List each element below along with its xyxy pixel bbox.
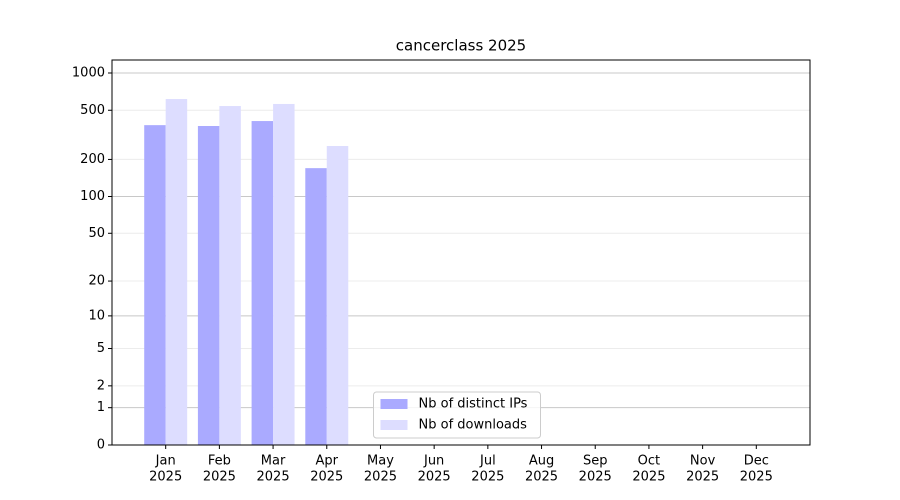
y-tick-label: 1 [97, 400, 105, 415]
y-tick-label: 10 [88, 308, 105, 323]
plot-frame [111, 59, 811, 446]
x-tick-label: 2025 [686, 470, 719, 485]
bar [165, 99, 188, 445]
x-tick-label: 2025 [310, 470, 343, 485]
y-tick-label: 1000 [72, 65, 105, 80]
x-tick-label: 2025 [579, 470, 612, 485]
legend-swatch [380, 399, 408, 409]
x-tick-label: 2025 [740, 470, 773, 485]
legend-box [373, 391, 541, 439]
x-tick-label: Aug [529, 454, 554, 469]
bar [273, 103, 295, 446]
legend-label: Nb of downloads [419, 418, 528, 433]
bar [326, 145, 349, 445]
x-tick-label: 2025 [418, 470, 451, 485]
y-tick-label: 20 [88, 274, 105, 289]
y-tick-label: 2 [97, 378, 105, 393]
x-tick-label: 2025 [632, 470, 665, 485]
y-tick-label: 200 [80, 152, 105, 167]
y-tick-label: 50 [88, 226, 105, 241]
legend-swatch [380, 420, 408, 430]
x-tick-label: 2025 [364, 470, 397, 485]
x-tick-label: 2025 [203, 470, 236, 485]
y-tick-label: 100 [80, 189, 105, 204]
x-tick-label: Apr [316, 454, 339, 469]
x-tick-label: May [367, 454, 394, 469]
bar [251, 121, 274, 445]
legend: Nb of distinct IPs Nb of downloads [373, 391, 541, 439]
bar [144, 125, 166, 446]
bar [197, 125, 220, 446]
x-tick-label: Sep [583, 454, 608, 469]
x-tick-label: Mar [261, 454, 286, 469]
legend-label: Nb of distinct IPs [419, 397, 528, 412]
x-tick-label: 2025 [471, 470, 504, 485]
x-tick-label: Oct [638, 454, 660, 469]
x-tick-label: Dec [744, 454, 769, 469]
y-tick-label: 500 [80, 103, 105, 118]
x-tick-label: Jun [423, 454, 444, 469]
bar [219, 106, 241, 445]
x-tick-label: Jul [479, 454, 496, 469]
x-tick-label: 2025 [525, 470, 558, 485]
y-tick-label: 5 [97, 341, 105, 356]
x-tick-label: Feb [208, 454, 231, 469]
x-tick-label: Nov [690, 454, 716, 469]
y-tick-label: 0 [97, 438, 105, 453]
bar [305, 168, 327, 445]
chart-title: cancerclass 2025 [396, 37, 526, 55]
x-tick-label: Jan [155, 454, 176, 469]
x-tick-label: 2025 [149, 470, 182, 485]
x-tick-label: 2025 [257, 470, 290, 485]
